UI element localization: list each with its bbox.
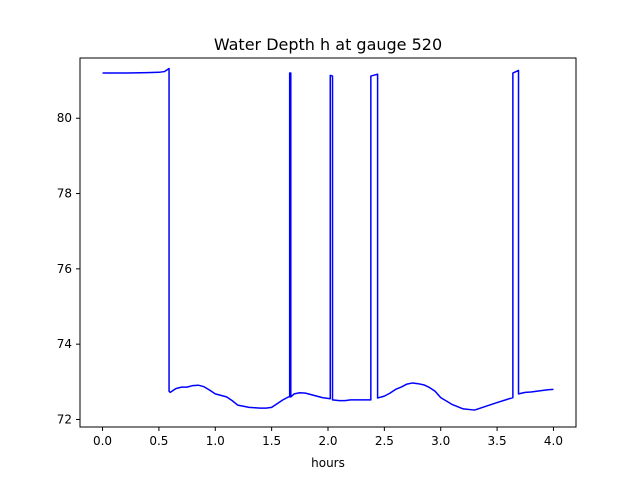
x-tick-label: 0.0 [93, 434, 112, 448]
x-axis: 0.0 0.5 1.0 1.5 2.0 2.5 3.0 3.5 4.0 [93, 427, 563, 448]
plot-area [80, 58, 576, 427]
x-tick-label: 3.0 [431, 434, 450, 448]
x-tick-label: 2.5 [375, 434, 394, 448]
x-tick-label: 4.0 [544, 434, 563, 448]
y-tick-label: 78 [57, 187, 72, 201]
y-tick-label: 76 [57, 262, 72, 276]
x-tick-label: 2.0 [318, 434, 337, 448]
x-tick-label: 3.5 [488, 434, 507, 448]
x-tick-label: 1.0 [206, 434, 225, 448]
y-axis: 72 74 76 78 80 [57, 111, 80, 426]
x-tick-label: 0.5 [149, 434, 168, 448]
y-tick-label: 74 [57, 337, 72, 351]
series-line-1 [102, 67, 554, 411]
series-layer [102, 67, 554, 411]
x-axis-label: hours [311, 456, 345, 470]
x-tick-label: 1.5 [262, 434, 281, 448]
y-tick-label: 72 [57, 412, 72, 426]
y-tick-label: 80 [57, 111, 72, 125]
chart-title: Water Depth h at gauge 520 [214, 35, 442, 54]
